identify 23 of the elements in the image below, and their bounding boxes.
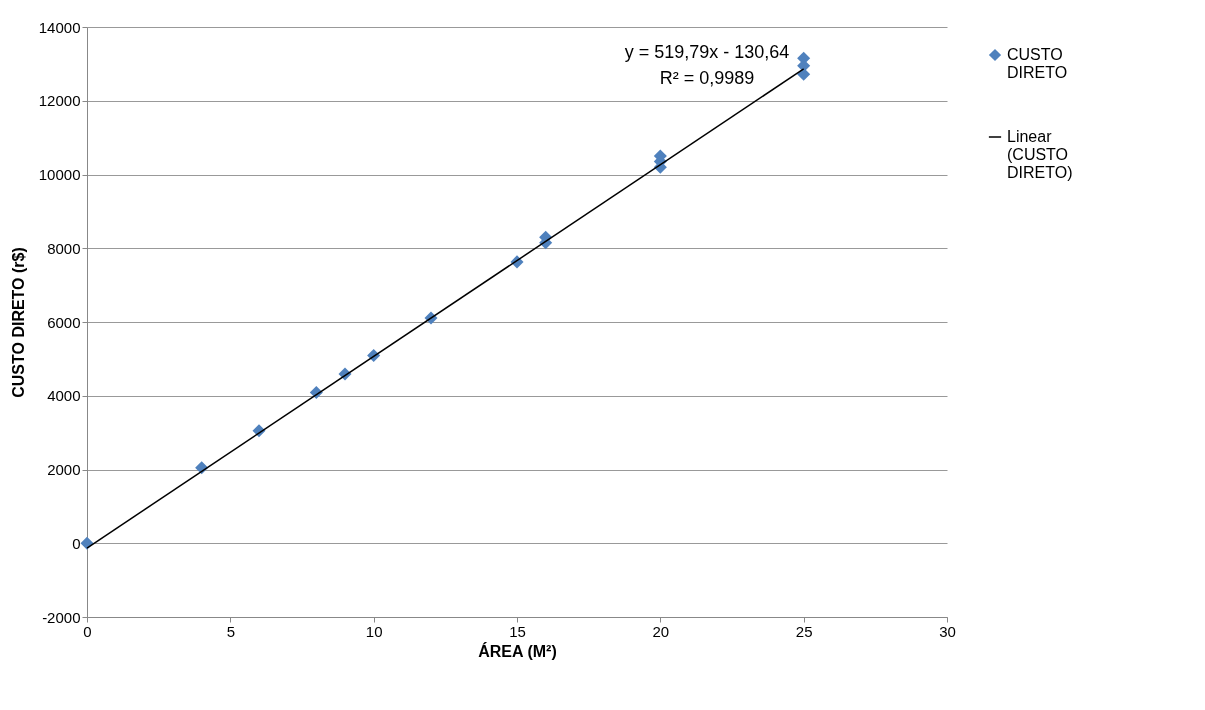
y-tick-label: 8000 — [47, 239, 81, 257]
y-tick-label: 4000 — [47, 387, 81, 405]
y-tick-label: 0 — [72, 534, 81, 552]
x-tick-label: 15 — [509, 622, 526, 640]
y-axis-title: CUSTO DIRETO (r$) — [9, 247, 27, 398]
y-tick-label: 12000 — [38, 92, 81, 110]
x-axis-title: ÁREA (M²) — [478, 641, 557, 660]
y-tick-label: 10000 — [38, 166, 81, 183]
x-tick-label: 5 — [226, 622, 236, 640]
point — [80, 536, 94, 550]
y-tick-label: 6000 — [47, 313, 81, 331]
annotation: y = 519,79x - 130,64 — [624, 42, 790, 62]
y-tick-label: 2000 — [47, 461, 81, 478]
x-tick-label: 10 — [365, 622, 383, 640]
x-tick-label: 0 — [83, 622, 92, 640]
x-tick-label: 25 — [795, 622, 813, 640]
legend-label: Linear (CUSTO DIRETO) — [1007, 128, 1073, 181]
legend-label: CUSTO DIRETO — [1007, 46, 1068, 81]
y-tick-label: -2000 — [42, 608, 81, 626]
y-tick-label: 14000 — [38, 18, 81, 36]
x-tick-label: 20 — [652, 622, 670, 640]
x-tick-label: 30 — [939, 622, 956, 640]
annotation: R² = 0,9989 — [659, 68, 755, 88]
